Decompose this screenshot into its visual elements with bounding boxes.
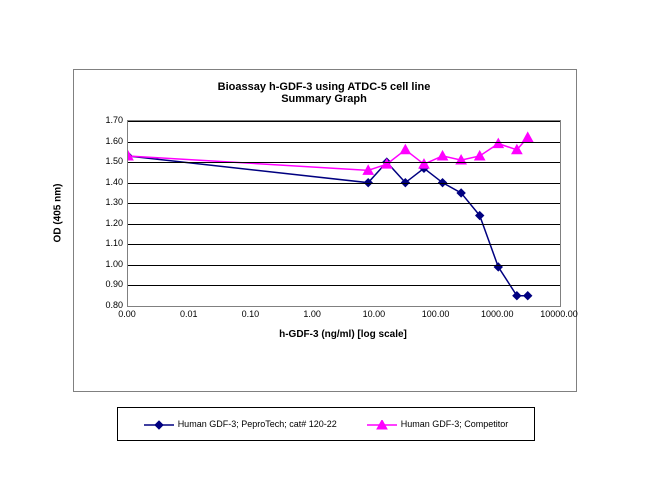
x-tick: 0.01 xyxy=(180,309,198,319)
x-tick: 0.00 xyxy=(118,309,136,319)
series-marker xyxy=(475,151,485,160)
gridline xyxy=(128,183,560,184)
series-marker xyxy=(524,292,532,300)
series-line xyxy=(128,156,528,296)
y-tick: 1.70 xyxy=(105,115,123,125)
y-tick: 1.50 xyxy=(105,156,123,166)
legend-label: Human GDF-3; Competitor xyxy=(401,419,509,429)
legend-swatch xyxy=(144,420,174,428)
gridline xyxy=(128,142,560,143)
gridline xyxy=(128,203,560,204)
series-marker xyxy=(513,292,521,300)
x-axis-label: h-GDF-3 (ng/ml) [log scale] xyxy=(127,329,559,340)
series-marker xyxy=(493,139,503,148)
y-tick: 1.10 xyxy=(105,238,123,248)
title-line1: Bioassay h-GDF-3 using ATDC-5 cell line xyxy=(73,81,575,93)
x-tick: 10000.00 xyxy=(540,309,578,319)
gridline xyxy=(128,285,560,286)
y-tick: 1.60 xyxy=(105,136,123,146)
legend-swatch xyxy=(367,420,397,428)
series-marker xyxy=(438,151,448,160)
x-tick: 1.00 xyxy=(303,309,321,319)
y-tick: 1.20 xyxy=(105,218,123,228)
y-tick: 1.30 xyxy=(105,197,123,207)
plot-svg xyxy=(128,121,560,306)
x-tick: 0.10 xyxy=(242,309,260,319)
y-tick: 0.90 xyxy=(105,279,123,289)
x-tick: 10.00 xyxy=(363,309,386,319)
gridline xyxy=(128,224,560,225)
series-marker xyxy=(523,132,533,141)
plot-area xyxy=(127,120,561,307)
chart-title: Bioassay h-GDF-3 using ATDC-5 cell line … xyxy=(73,81,575,105)
legend: Human GDF-3; PeproTech; cat# 120-22 Human… xyxy=(117,407,535,441)
gridline xyxy=(128,162,560,163)
series-marker xyxy=(400,145,410,154)
y-tick: 1.40 xyxy=(105,177,123,187)
x-tick: 1000.00 xyxy=(481,309,514,319)
gridline xyxy=(128,265,560,266)
legend-item: Human GDF-3; PeproTech; cat# 120-22 xyxy=(144,419,337,429)
gridline xyxy=(128,244,560,245)
gridline xyxy=(128,121,560,122)
x-tick: 100.00 xyxy=(422,309,450,319)
legend-item: Human GDF-3; Competitor xyxy=(367,419,509,429)
legend-label: Human GDF-3; PeproTech; cat# 120-22 xyxy=(178,419,337,429)
y-axis-label: OD (405 nm) xyxy=(53,183,64,242)
y-tick: 1.00 xyxy=(105,259,123,269)
series-marker xyxy=(128,151,133,160)
title-line2: Summary Graph xyxy=(73,93,575,105)
